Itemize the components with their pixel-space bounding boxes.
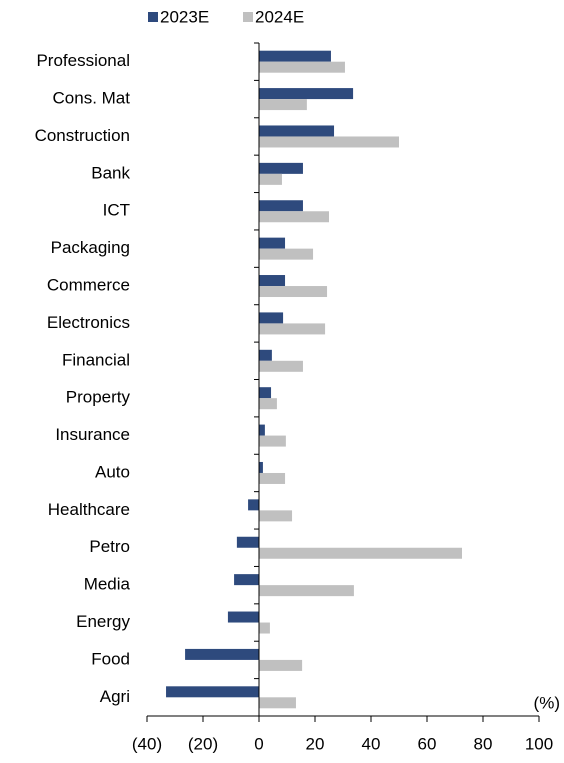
bar bbox=[259, 211, 329, 223]
x-tick-label: 20 bbox=[306, 734, 325, 753]
bar bbox=[259, 312, 284, 324]
x-tick-label: 60 bbox=[418, 734, 437, 753]
y-tick-label: Bank bbox=[91, 163, 130, 182]
bar bbox=[166, 686, 259, 698]
y-tick-label: Healthcare bbox=[48, 500, 130, 519]
y-tick-label: Media bbox=[84, 575, 131, 594]
bar bbox=[259, 162, 303, 174]
bar bbox=[259, 659, 303, 671]
bar bbox=[236, 536, 259, 548]
bar bbox=[259, 200, 303, 212]
x-tick-label: 100 bbox=[525, 734, 553, 753]
y-tick-label: Property bbox=[66, 388, 131, 407]
bar bbox=[259, 286, 328, 298]
legend-swatch bbox=[243, 12, 253, 22]
bar bbox=[259, 697, 296, 709]
y-tick-label: Energy bbox=[76, 612, 130, 631]
bar bbox=[259, 398, 277, 410]
x-tick-label: (40) bbox=[132, 734, 162, 753]
bar bbox=[259, 99, 307, 111]
y-tick-label: Insurance bbox=[55, 425, 130, 444]
y-tick-label: Cons. Mat bbox=[53, 89, 131, 108]
y-tick-label: Auto bbox=[95, 462, 130, 481]
bar bbox=[259, 136, 399, 148]
bar bbox=[259, 461, 263, 473]
bar bbox=[234, 574, 259, 586]
bar bbox=[259, 472, 286, 484]
bar bbox=[259, 125, 335, 137]
bar bbox=[259, 275, 286, 287]
bar bbox=[259, 547, 462, 559]
bar bbox=[259, 248, 314, 260]
x-tick-label: 40 bbox=[362, 734, 381, 753]
y-tick-label: Financial bbox=[62, 350, 130, 369]
bar bbox=[259, 510, 293, 522]
y-tick-label: Professional bbox=[36, 51, 130, 70]
y-tick-label: Food bbox=[91, 649, 130, 668]
bar bbox=[248, 499, 259, 511]
bar bbox=[259, 622, 270, 634]
y-tick-label: Electronics bbox=[47, 313, 130, 332]
bar bbox=[259, 237, 286, 249]
bar bbox=[259, 50, 331, 62]
bar bbox=[259, 435, 286, 447]
bar bbox=[259, 360, 303, 372]
y-tick-label: Commerce bbox=[47, 276, 130, 295]
bar bbox=[259, 387, 272, 399]
bar bbox=[259, 323, 326, 335]
y-tick-label: Agri bbox=[100, 687, 130, 706]
y-tick-label: Packaging bbox=[51, 238, 130, 257]
y-tick-label: Petro bbox=[89, 537, 130, 556]
bar bbox=[227, 611, 259, 623]
bar bbox=[259, 424, 265, 436]
y-tick-label: Construction bbox=[35, 126, 130, 145]
bar bbox=[259, 585, 354, 597]
unit-label: (%) bbox=[534, 693, 560, 712]
bar bbox=[259, 61, 345, 73]
bar bbox=[185, 648, 259, 660]
legend-label: 2024E bbox=[255, 7, 304, 26]
y-tick-label: ICT bbox=[103, 201, 130, 220]
legend-swatch bbox=[148, 12, 158, 22]
bar bbox=[259, 173, 282, 185]
bar bbox=[259, 88, 354, 100]
bar bbox=[259, 349, 272, 361]
x-tick-label: 80 bbox=[474, 734, 493, 753]
x-tick-label: (20) bbox=[188, 734, 218, 753]
x-tick-label: 0 bbox=[254, 734, 263, 753]
legend-label: 2023E bbox=[160, 7, 209, 26]
